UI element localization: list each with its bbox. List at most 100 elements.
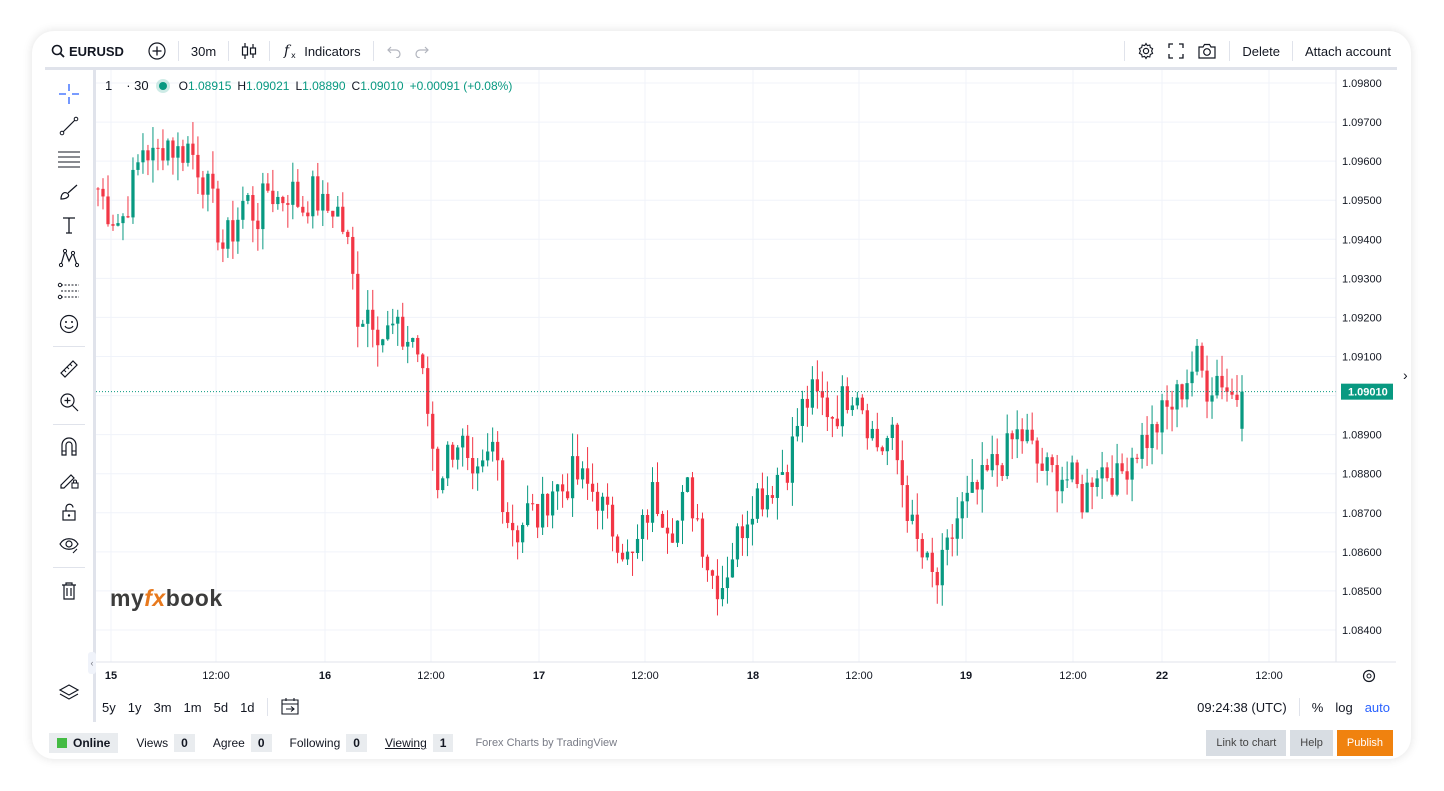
clock-time[interactable]: 09:24:38 (UTC) (1197, 699, 1287, 715)
candle (545, 493, 550, 528)
candle (950, 524, 954, 557)
attach-account-button[interactable]: Attach account (1299, 35, 1397, 67)
candle (1100, 451, 1104, 499)
viewing-stat[interactable]: Viewing 1 (385, 734, 454, 752)
x-tick-label: 12:00 (417, 670, 445, 682)
snapshot-button[interactable] (1191, 35, 1223, 67)
magnet-tool[interactable] (57, 434, 81, 458)
percent-scale-button[interactable]: % (1311, 699, 1324, 715)
range-1y-button[interactable]: 1y (127, 699, 142, 715)
lock-drawing-tool[interactable] (57, 467, 81, 491)
market-status-icon[interactable] (158, 81, 167, 90)
axis-settings-icon[interactable] (1362, 669, 1376, 683)
go-to-date-button[interactable] (274, 697, 306, 718)
range-5y-button[interactable]: 5y (102, 699, 116, 715)
candle (1200, 342, 1204, 378)
candle (311, 170, 315, 229)
agree-stat[interactable]: Agree 0 (213, 734, 272, 752)
chevron-right-icon[interactable]: › (1403, 367, 1408, 383)
help-button[interactable]: Help (1290, 730, 1333, 756)
auto-scale-button[interactable]: auto (1364, 699, 1390, 715)
candle (570, 433, 575, 517)
interval-button[interactable]: 30m (185, 35, 222, 67)
candle (421, 353, 425, 375)
undo-button[interactable] (380, 35, 408, 67)
link-to-chart-button[interactable]: Link to chart (1206, 730, 1287, 756)
candle (680, 485, 685, 545)
legend-high-label: H (237, 78, 247, 93)
candle (865, 403, 869, 450)
legend-open-label: O (178, 78, 188, 93)
candle (1010, 430, 1014, 460)
candle (386, 310, 390, 341)
range-1m-button[interactable]: 1m (183, 699, 202, 715)
y-tick-label: 1.09400 (1342, 234, 1382, 246)
chart-type-button[interactable] (235, 35, 263, 67)
pencil-lock-icon (60, 474, 79, 489)
layers-icon (58, 684, 80, 700)
delete-label: Delete (1242, 43, 1280, 59)
x-tick-label: 12:00 (845, 670, 873, 682)
candle (535, 503, 540, 539)
y-tick-label: 1.09600 (1342, 156, 1382, 168)
candle (1090, 477, 1094, 510)
candle (920, 533, 924, 569)
range-5d-button[interactable]: 5d (213, 699, 229, 715)
measure-tool[interactable] (57, 357, 81, 381)
candle (196, 136, 200, 195)
toolbar-divider (177, 41, 179, 61)
candle (206, 170, 210, 212)
trend-line-tool[interactable] (57, 114, 81, 138)
range-1d-button[interactable]: 1d (240, 699, 255, 715)
object-tree-button[interactable] (57, 681, 81, 705)
crosshair-tool[interactable] (57, 82, 81, 106)
zoom-tool[interactable] (57, 390, 81, 414)
toolbar-border (45, 67, 1397, 70)
brush-tool[interactable] (57, 180, 81, 204)
hide-drawings-tool[interactable] (57, 533, 81, 557)
candle (700, 512, 705, 568)
forecast-tool[interactable] (57, 279, 81, 303)
text-tool[interactable] (57, 213, 81, 237)
candle (590, 463, 595, 502)
following-stat[interactable]: Following 0 (290, 734, 367, 752)
price-chart[interactable]: 1.09800 1.09700 1.09600 1.09500 1.09400 1.093… (96, 70, 1396, 694)
fullscreen-button[interactable] (1161, 35, 1191, 67)
range-3m-button[interactable]: 3m (153, 699, 172, 715)
tradingview-credit[interactable]: Forex Charts by TradingView (475, 737, 618, 749)
candle (331, 210, 335, 228)
lock-all-tool[interactable] (57, 500, 81, 524)
viewing-link[interactable]: Viewing (384, 736, 427, 750)
collapse-toolbar-button[interactable]: ‹ (88, 652, 96, 674)
remove-drawings-tool[interactable] (57, 578, 81, 602)
delete-button[interactable]: Delete (1236, 35, 1286, 67)
candle (790, 417, 795, 506)
candle (481, 449, 485, 473)
log-scale-button[interactable]: log (1335, 699, 1353, 715)
candle (925, 551, 929, 561)
fib-tool[interactable] (57, 147, 81, 171)
candle (136, 154, 140, 176)
candle (580, 461, 585, 489)
legend-high-value: 1.09021 (246, 78, 290, 93)
candle (720, 565, 725, 607)
settings-button[interactable] (1131, 35, 1161, 67)
candle (211, 151, 215, 203)
y-tick-label: 1.08700 (1342, 508, 1382, 520)
candle (705, 554, 710, 582)
compare-button[interactable] (142, 35, 172, 67)
candle (466, 424, 470, 471)
pattern-tool[interactable] (57, 246, 81, 270)
candle (710, 569, 715, 589)
publish-button[interactable]: Publish (1336, 730, 1393, 756)
plus-circle-icon (148, 42, 166, 60)
candle (600, 492, 605, 530)
x-tick-label: 18 (747, 670, 759, 682)
redo-button[interactable] (408, 35, 436, 67)
candle (146, 144, 150, 176)
candle (1195, 339, 1199, 376)
symbol-search-button[interactable]: EURUSD (45, 35, 130, 67)
candles-icon (242, 43, 257, 59)
emoji-tool[interactable] (57, 312, 81, 336)
